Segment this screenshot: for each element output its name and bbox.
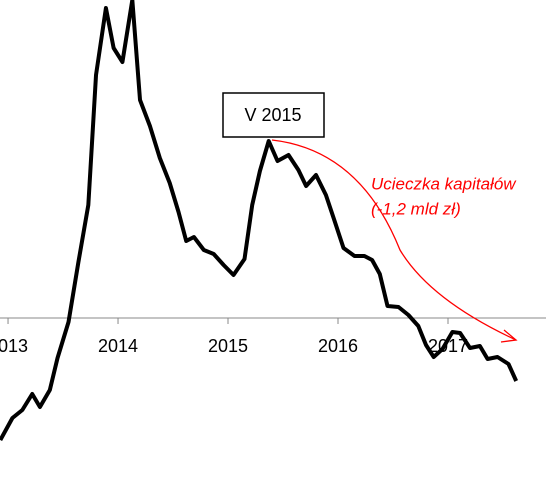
x-tick-label: 2014: [98, 336, 138, 356]
annotation-text: Ucieczka kapitałów: [371, 174, 517, 193]
annotation-text: (-1,2 mld zł): [371, 199, 461, 218]
annotation-label: V 2015: [244, 105, 301, 125]
line: [0, 0, 519, 441]
annotation-arrow: [271, 139, 517, 341]
x-tick-label: 2013: [0, 336, 28, 356]
x-tick-label: 2015: [208, 336, 248, 356]
x-tick-label: 2016: [318, 336, 358, 356]
annotation-arrow-head: [500, 329, 518, 343]
annotation-box: [222, 92, 325, 138]
